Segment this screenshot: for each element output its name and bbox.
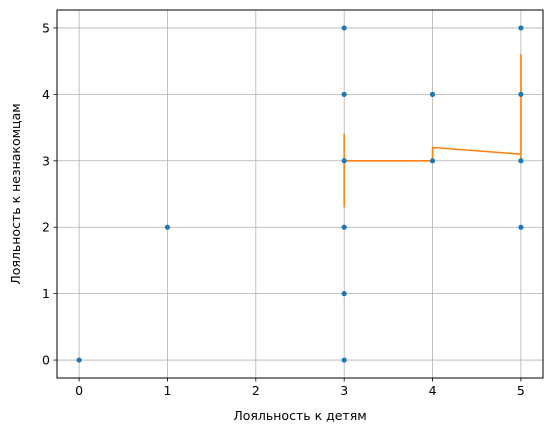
y-tick-label: 4	[42, 87, 50, 102]
y-tick-label: 1	[42, 286, 50, 301]
x-tick-label: 1	[163, 383, 171, 398]
data-point	[164, 224, 171, 230]
y-axis-title: Лояльность к незнакомцам	[8, 103, 23, 284]
y-tick-label: 2	[42, 220, 50, 235]
axis-ticks: 0 1 2 3 4 5 0 1 2 3 4 5	[42, 20, 525, 398]
data-point	[518, 158, 524, 164]
data-point	[429, 91, 436, 97]
x-tick-label: 5	[517, 383, 525, 398]
plot-background	[57, 10, 543, 378]
data-point	[341, 224, 347, 230]
data-point	[341, 357, 347, 363]
data-point	[341, 91, 347, 97]
x-axis-title: Лояльность к детям	[233, 408, 366, 423]
x-tick-label: 2	[252, 383, 260, 398]
data-point	[76, 357, 82, 363]
plot-frame	[56, 9, 544, 379]
data-point	[518, 25, 524, 31]
y-tick-label: 0	[42, 353, 50, 368]
x-tick-label: 4	[429, 383, 437, 398]
y-tick-label: 3	[42, 153, 50, 168]
data-point	[518, 91, 524, 97]
data-point	[341, 291, 347, 297]
y-tick-label: 5	[42, 20, 50, 35]
scatter-series	[76, 25, 524, 363]
data-point	[341, 25, 347, 31]
data-point	[518, 224, 524, 230]
trend-line-series	[343, 53, 522, 208]
data-point	[429, 158, 436, 164]
x-tick-label: 0	[75, 383, 83, 398]
trend-line	[343, 53, 522, 208]
data-point	[341, 158, 347, 164]
x-tick-label: 3	[340, 383, 348, 398]
